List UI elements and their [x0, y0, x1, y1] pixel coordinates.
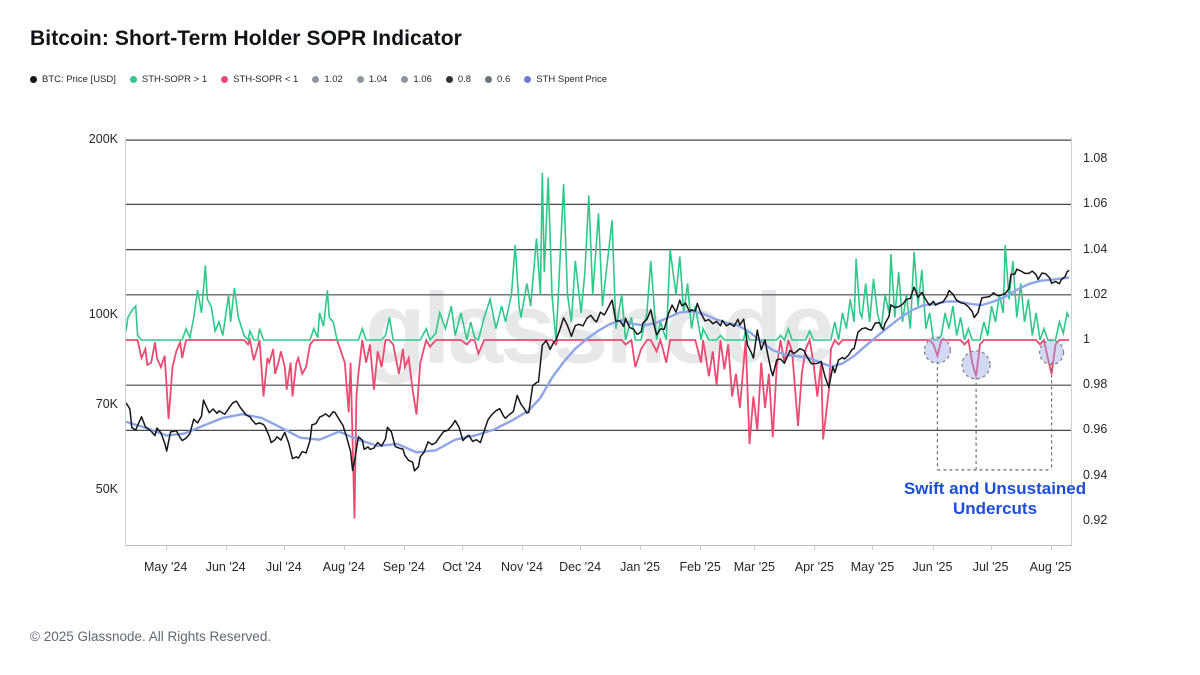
y-axis-right-label-0.98: 0.98: [1083, 377, 1108, 392]
x-axis-label-Aug--24: Aug '24: [322, 560, 365, 574]
annotation-line1: Swift and Unsustained: [903, 479, 1087, 498]
legend-item-2[interactable]: STH-SOPR < 1: [221, 74, 298, 85]
legend-label: BTC: Price [USD]: [42, 74, 116, 85]
legend-dot-icon: [524, 76, 532, 83]
legend-label: STH-SOPR > 1: [141, 74, 208, 85]
x-axis-tick: [403, 546, 405, 550]
x-axis-tick: [700, 546, 702, 550]
x-axis-label-Apr--25: Apr '25: [794, 560, 834, 574]
x-axis-tick: [580, 546, 582, 550]
x-axis-tick: [814, 546, 816, 550]
x-axis-tick: [872, 546, 874, 550]
y-axis-right-label-1.02: 1.02: [1083, 286, 1108, 301]
sth-sopr-above-1-line: [126, 172, 1070, 342]
y-axis-right-label-0.92: 0.92: [1083, 512, 1108, 527]
y-axis-right-label-0.96: 0.96: [1083, 422, 1108, 437]
x-axis-label-Oct--24: Oct '24: [442, 560, 482, 574]
sopr-price-chart: [126, 139, 1071, 519]
x-axis-label-Jul--24: Jul '24: [265, 560, 302, 574]
undercuts-annotation: Swift and Unsustained Undercuts: [873, 479, 1117, 519]
x-axis-label-Jun--24: Jun '24: [205, 560, 246, 574]
x-axis-tick: [754, 546, 756, 550]
legend-item-7[interactable]: 0.6: [485, 74, 510, 85]
x-axis-tick: [640, 546, 642, 550]
y-axis-right-label-1: 1: [1083, 332, 1090, 346]
legend-dot-icon: [221, 76, 229, 83]
y-axis-left-label-70K: 70K: [95, 396, 118, 411]
legend-item-0[interactable]: BTC: Price [USD]: [30, 74, 116, 85]
y-axis-right-label-1.06: 1.06: [1083, 196, 1108, 211]
legend-label: STH-SOPR < 1: [233, 74, 299, 85]
x-axis-label-May--25: May '25: [850, 560, 895, 574]
legend-dot-icon: [312, 76, 320, 83]
legend-label: STH Spent Price: [536, 74, 607, 85]
x-axis-label-Jun--25: Jun '25: [912, 560, 953, 574]
undercut-highlight-circle-2: [961, 350, 991, 380]
undercut-highlight-circle-3: [1038, 339, 1065, 366]
x-axis-tick: [461, 546, 463, 550]
x-axis-label-Mar--25: Mar '25: [733, 560, 775, 574]
legend-item-3[interactable]: 1.02: [312, 74, 343, 85]
legend-dot-icon: [129, 76, 137, 83]
x-axis-label-Dec--24: Dec '24: [559, 560, 602, 574]
chart-legend: BTC: Price [USD] STH-SOPR > 1 STH-SOPR < 1…: [30, 74, 607, 85]
x-axis-label-May--24: May '24: [143, 560, 188, 574]
page-title: Bitcoin: Short-Term Holder SOPR Indicato…: [30, 27, 462, 50]
x-axis-tick: [990, 546, 992, 550]
x-axis-tick: [283, 546, 285, 550]
x-axis-tick: [521, 546, 523, 550]
x-axis-tick: [1050, 546, 1052, 550]
y-axis-left-label-100K: 100K: [88, 307, 118, 321]
legend-label: 0.8: [457, 74, 472, 85]
legend-dot-icon: [356, 76, 364, 83]
y-axis-right-label-0.94: 0.94: [1083, 467, 1108, 482]
legend-dot-icon: [485, 76, 493, 83]
legend-label: 1.04: [368, 74, 388, 85]
legend-item-6[interactable]: 0.8: [445, 74, 472, 85]
btc-price-line: [126, 268, 1070, 472]
y-axis-right-label-1.04: 1.04: [1083, 241, 1108, 256]
legend-label: 0.6: [497, 74, 511, 85]
legend-dot-icon: [401, 76, 409, 83]
x-axis-tick: [343, 546, 345, 550]
x-axis-tick: [225, 546, 227, 550]
legend-dot-icon: [445, 76, 453, 83]
annotation-line2: Undercuts: [952, 499, 1038, 518]
x-axis-label-Sep--24: Sep '24: [382, 560, 425, 574]
legend-item-4[interactable]: 1.04: [356, 74, 388, 85]
y-axis-left-label-50K: 50K: [95, 481, 118, 496]
legend-dot-icon: [30, 76, 37, 83]
y-axis-left-label-200K: 200K: [88, 132, 118, 147]
x-axis-label-Nov--24: Nov '24: [500, 560, 543, 574]
legend-item-1[interactable]: STH-SOPR > 1: [129, 74, 208, 85]
x-axis-label-Aug--25: Aug '25: [1029, 560, 1072, 574]
x-axis-label-Feb--25: Feb '25: [679, 560, 721, 574]
legend-item-5[interactable]: 1.06: [401, 74, 432, 85]
legend-label: 1.02: [324, 74, 343, 85]
copyright-footer: © 2025 Glassnode. All Rights Reserved.: [30, 629, 272, 644]
x-axis-label-Jul--25: Jul '25: [972, 560, 1009, 574]
legend-label: 1.06: [413, 74, 432, 85]
x-axis-tick: [932, 546, 934, 550]
undercut-highlight-circle-1: [923, 336, 952, 364]
y-axis-right-label-1.08: 1.08: [1083, 151, 1108, 166]
x-axis-tick: [165, 546, 167, 550]
legend-item-8[interactable]: STH Spent Price: [524, 74, 607, 85]
x-axis-label-Jan--25: Jan '25: [620, 560, 661, 574]
